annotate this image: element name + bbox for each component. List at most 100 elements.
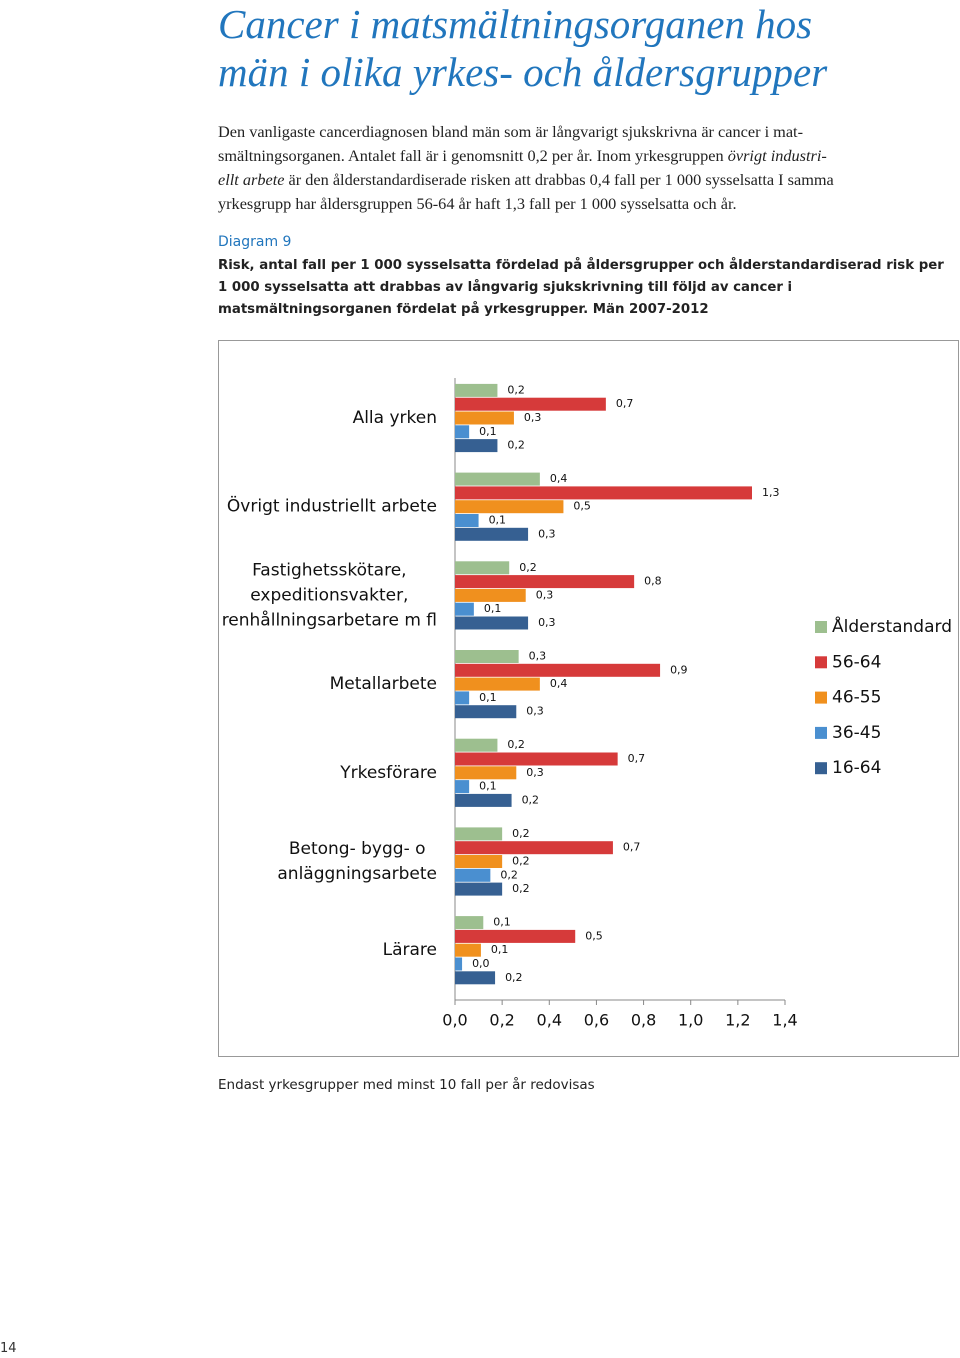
bar (455, 766, 517, 780)
value-label: 0,1 (491, 943, 509, 956)
value-label: 0,2 (505, 971, 522, 984)
value-label: 0,7 (628, 752, 646, 765)
value-label: 0,2 (522, 793, 540, 806)
paragraph-line: Den vanligaste cancerdiagnosen bland män… (218, 120, 834, 144)
x-tick-label: 1,2 (725, 1011, 750, 1030)
bar (455, 588, 526, 602)
value-label: 0,8 (644, 575, 662, 588)
x-tick-label: 1,0 (678, 1011, 703, 1030)
bar (455, 916, 484, 930)
bar (455, 486, 752, 500)
bar (455, 650, 519, 663)
value-label: 0,1 (489, 514, 507, 527)
x-tick-label: 1,4 (772, 1011, 797, 1030)
value-label: 0,9 (670, 663, 688, 676)
legend-swatch (815, 762, 827, 775)
bar (455, 691, 470, 705)
bar (455, 514, 479, 527)
value-label: 0,2 (512, 827, 530, 840)
x-tick-label: 0,0 (442, 1011, 467, 1030)
value-label: 0,2 (512, 855, 530, 868)
value-label: 0,1 (479, 780, 497, 793)
category-label: Metallarbete (330, 674, 437, 694)
value-label: 0,4 (550, 677, 568, 690)
value-label: 0,5 (585, 929, 603, 942)
title-line: män i olika yrkes- och åldersgrupper (218, 49, 828, 95)
x-tick-label: 0,2 (489, 1011, 514, 1030)
paragraph-line: smältningsorganen. Antalet fall är i gen… (218, 144, 834, 168)
category-label: Yrkesförare (339, 763, 437, 783)
x-tick-label: 0,8 (631, 1011, 656, 1030)
category-label: Lärare (383, 940, 437, 960)
bar (455, 602, 474, 616)
bar (455, 793, 512, 807)
value-label: 0,0 (472, 957, 490, 970)
paragraph-line: yrkesgrupp har åldersgruppen 56-64 år ha… (218, 192, 834, 216)
bar (455, 500, 564, 514)
legend-label: Ålderstandard (832, 615, 952, 637)
legend-swatch (815, 621, 827, 633)
bar (455, 425, 470, 439)
bar (455, 855, 503, 868)
value-label: 0,3 (526, 766, 544, 779)
value-label: 1,3 (762, 486, 780, 499)
bar (455, 943, 481, 957)
value-label: 0,1 (479, 425, 497, 438)
text-run: är den ålderstandardiserade risken att d… (284, 170, 834, 189)
text-run: ellt arbete (218, 170, 285, 189)
bar (455, 705, 517, 719)
bar (455, 827, 503, 841)
legend-label: 16-64 (832, 758, 881, 778)
value-label: 0,7 (623, 841, 641, 854)
value-label: 0,3 (536, 588, 554, 601)
bar (455, 882, 503, 896)
bar (455, 663, 661, 677)
value-label: 0,2 (507, 738, 525, 751)
value-label: 0,2 (507, 439, 525, 452)
title-line: Cancer i matsmältningsorganen hos (218, 1, 813, 47)
chart-frame (218, 340, 959, 1057)
legend-label: 46-55 (832, 688, 881, 708)
text-run: Den vanligaste cancerdiagnosen bland män… (218, 122, 804, 141)
value-label: 0,1 (493, 916, 511, 929)
bar (455, 752, 618, 766)
page-number: 14 (0, 1341, 17, 1356)
bar (455, 439, 498, 453)
category-label: Fastighetsskötare, expeditionsvakter, renh… (222, 560, 437, 630)
value-label: 0,2 (519, 561, 537, 574)
category-label: Betong- bygg- o anläggningsarbete (277, 839, 437, 884)
bar (455, 575, 635, 589)
value-label: 0,3 (529, 650, 547, 663)
bar (455, 780, 470, 794)
bar (455, 527, 529, 541)
value-label: 0,5 (573, 500, 591, 513)
paragraph-line: ellt arbete är den ålderstandardiserade … (218, 168, 834, 192)
text-run: yrkesgrupp har åldersgruppen 56-64 år ha… (218, 194, 737, 213)
caption: Risk, antal fall per 1 000 sysselsatta f… (218, 258, 944, 317)
bar (455, 841, 613, 855)
bar (455, 472, 540, 486)
legend-swatch (815, 691, 827, 704)
bar (455, 957, 463, 971)
value-label: 0,4 (550, 472, 568, 485)
value-label: 0,3 (524, 411, 542, 424)
legend-label: 36-45 (832, 723, 881, 743)
category-label: Alla yrken (353, 408, 437, 428)
paragraph: Den vanligaste cancerdiagnosen bland män… (218, 120, 834, 216)
bar (455, 929, 576, 943)
value-label: 0,2 (500, 868, 518, 881)
bar (455, 383, 498, 397)
bar (455, 411, 514, 425)
value-label: 0,2 (512, 882, 530, 895)
title: Cancer i matsmältningsorganen hos män i o… (218, 0, 827, 96)
diagram-label: Diagram 9 (218, 234, 292, 250)
x-tick-label: 0,4 (537, 1011, 562, 1030)
category-label: Övrigt industriellt arbete (227, 495, 437, 517)
value-label: 0,1 (484, 602, 502, 615)
legend-label: 56-64 (832, 652, 881, 672)
value-label: 0,3 (526, 705, 544, 718)
bar (455, 868, 491, 882)
footnote: Endast yrkesgrupper med minst 10 fall pe… (218, 1077, 595, 1093)
x-tick-label: 0,6 (584, 1011, 609, 1030)
value-label: 0,3 (538, 616, 556, 629)
